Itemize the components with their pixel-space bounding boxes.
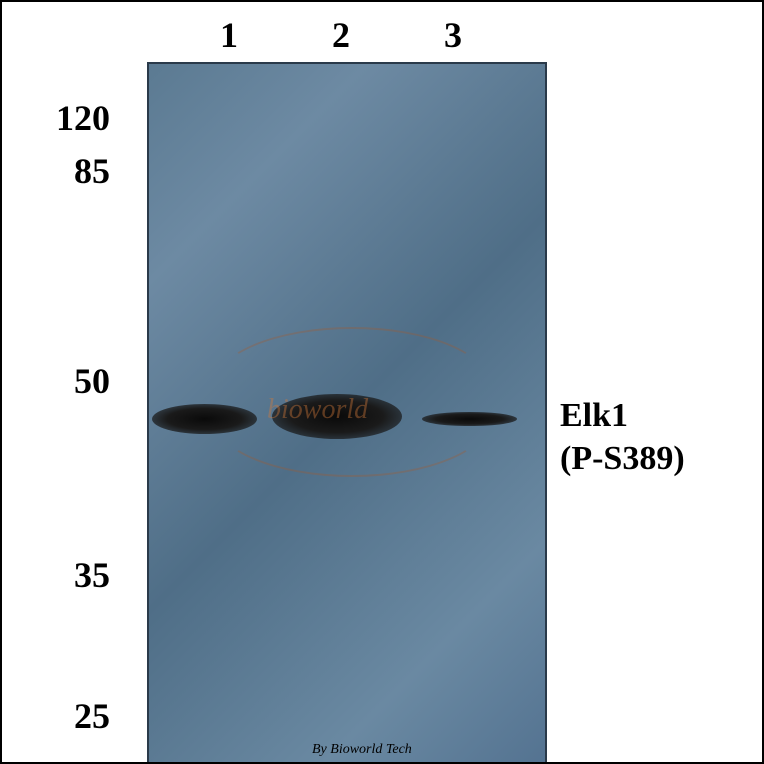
lane-label-3: 3 [444, 14, 462, 56]
protein-name: Elk1 [560, 397, 628, 435]
lane-label-1: 1 [220, 14, 238, 56]
watermark-text: bioworld [267, 394, 368, 426]
marker-50: 50 [30, 360, 110, 402]
marker-85: 85 [30, 150, 110, 192]
marker-25: 25 [30, 695, 110, 737]
protein-site: (P-S389) [560, 440, 685, 478]
lane-label-2: 2 [332, 14, 350, 56]
figure-container: bioworld 1 2 3 120 85 50 35 25 Elk1 (P-S… [0, 0, 764, 764]
marker-120: 120 [30, 97, 110, 139]
credit-text: By Bioworld Tech [312, 742, 412, 758]
marker-35: 35 [30, 554, 110, 596]
